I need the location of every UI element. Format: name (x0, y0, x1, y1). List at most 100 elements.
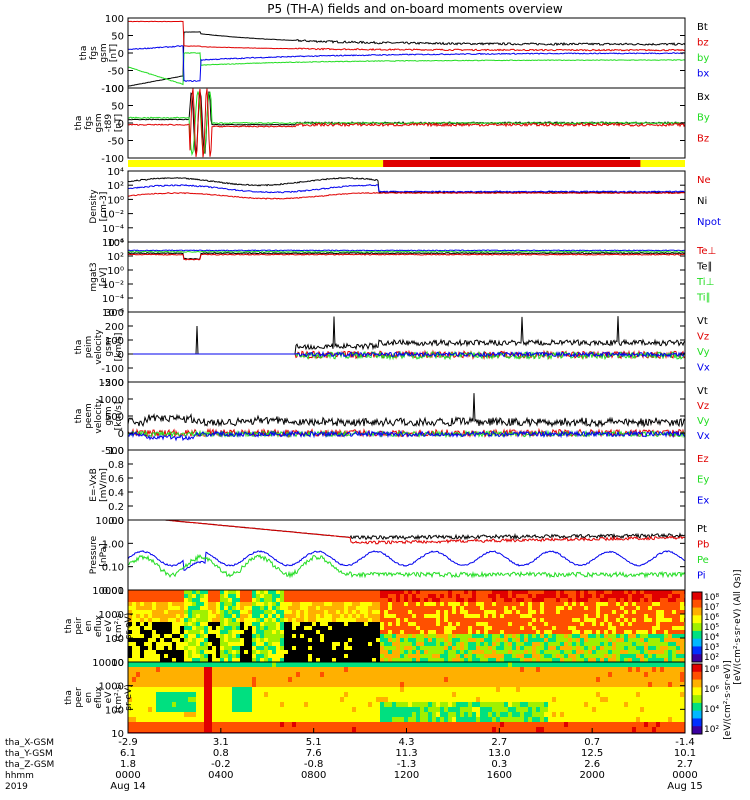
panel-5-ylabel-line: gsm (104, 337, 114, 356)
x-tick-label: 10.1 (674, 748, 696, 759)
x-tick-label: -2.9 (118, 737, 138, 748)
x-tick-label: 0000 (672, 770, 697, 781)
legend-pt-label: Pt (697, 524, 707, 535)
panel-6-ytick-label: 1000 (99, 395, 124, 406)
ti-par-line (128, 250, 685, 253)
panel-8-ylabel: Pressure [nPa] (89, 535, 109, 574)
panel-1-ylabel-line: [nT] (109, 44, 119, 62)
panel-1-ylabel-line: fgs (89, 46, 99, 60)
ion-colorbar-tick-label: 10⁵ (704, 623, 719, 633)
vx-i-line (128, 350, 685, 359)
panel-9-plot-area (128, 590, 685, 662)
legend-npot-label: Npot (697, 217, 721, 228)
panel-10-ylabel-line: sr·eV) (124, 684, 134, 710)
vx-e-line (128, 429, 685, 442)
panel-1-ylabel-line: gsm (99, 43, 109, 62)
ion-colorbar-color-step (692, 607, 702, 616)
panel-5-frame (127, 311, 686, 383)
legend-by-label: By (697, 113, 710, 124)
ion-colorbar-tick-label: 10⁷ (704, 603, 719, 613)
electron-colorbar-color-step (692, 710, 702, 719)
panel-2-ytick-label: 0 (118, 119, 124, 130)
legend-pb-label: Pb (697, 540, 709, 551)
legend-bz-label: Bz (697, 133, 709, 144)
panel-10-ylabel-line: (cm²·s· (114, 682, 124, 713)
legend-ni-label: Ni (697, 196, 707, 207)
electron-colorbar-frame (691, 663, 703, 735)
vt-e-line (128, 393, 685, 428)
panel-7-ytick-label: 1.0 (108, 446, 124, 457)
panel-5-ytick-label: 300 (105, 308, 124, 319)
panel-6-ytick-label: -500 (101, 446, 124, 457)
panel-5-ytick-label: 100 (105, 336, 124, 347)
ion-colorbar-color-step (692, 615, 702, 624)
legend-by-label: by (697, 53, 709, 64)
panel-3-ytick-label: 10⁰ (107, 195, 124, 206)
ion-colorbar-tick-label: 10³ (704, 643, 719, 653)
panel-1-ytick-label: -100 (101, 84, 124, 95)
panel-7-ytick-label: 0.8 (108, 460, 124, 471)
ion-colorbar-frame (691, 591, 703, 663)
panel-9-ylabel-line: (cm²·s· (114, 610, 124, 641)
x-tick-label: 0400 (208, 770, 233, 781)
panel-2-ytick-label: 100 (105, 84, 124, 95)
panel-3-ytick-label: 10⁻⁴ (102, 224, 124, 235)
panel-2-ylabel-line: [nT] (114, 114, 124, 132)
panel-1-ylabel-line: tha (79, 46, 89, 61)
panel-10-ylabel-line: tha (64, 690, 74, 705)
panel-7-ytick-label: 0.6 (108, 474, 124, 485)
x-tick-label: -0.8 (304, 759, 324, 770)
legend-bz-label: bz (697, 38, 709, 49)
panel-8-ytick-label: 10.00 (95, 516, 124, 527)
panel-6-ylabel-line: velocity (94, 398, 104, 434)
bt-line (128, 31, 685, 87)
legend-bx-label: bx (697, 69, 709, 80)
x-row-label: tha_Y-GSM (5, 749, 53, 759)
panel-2-ytick-label: -100 (101, 154, 124, 165)
x-tick-label: 1200 (394, 770, 419, 781)
legend-pi-label: Pi (697, 571, 706, 582)
pe-line (128, 553, 685, 579)
electron-colorbar-tick-label: 10⁶ (704, 685, 719, 695)
x-tick-label: 12.5 (581, 748, 603, 759)
legend-vt-label: Vt (697, 316, 708, 327)
ion-colorbar-color-step (692, 599, 702, 609)
panel-1-ytick-label: 100 (105, 14, 124, 25)
panel-6-ylabel: tha peem velocity gsm [km/s] (74, 398, 124, 434)
panel-10-ylabel-line: eflux (94, 686, 104, 709)
panel-9-ylabel-line: eV (104, 619, 114, 632)
ion-colorbar-color-step (692, 646, 702, 655)
panel-8-ytick-label: 0.01 (102, 586, 124, 597)
x-row-label: hhmm (5, 771, 34, 781)
x-tick-label: 3.1 (213, 737, 229, 748)
panel-9-ylabel-line: tha (64, 619, 74, 634)
svg-text:[eV/(cm²·s·sr·eV) (All Qs)]: [eV/(cm²·s·sr·eV) (All Qs)] (733, 569, 743, 684)
panel-5-ytick-label: -200 (101, 378, 124, 389)
panel-6-ylabel-line: [km/s] (114, 402, 124, 431)
x-row-label: tha_X-GSM (5, 738, 54, 748)
ion-colorbar-color-step (692, 638, 702, 647)
panel-4-ytick-label: 10⁰ (107, 266, 124, 277)
ion-colorbar-color-step (692, 630, 702, 640)
legend-ex-label: Ex (697, 495, 709, 506)
panel-9-ytick-label: 1000 (99, 610, 124, 621)
panel-5-ylabel-line: [km/s] (114, 333, 124, 362)
panel-9-ytick-label: 10 (111, 658, 124, 669)
panel-8-ytick-label: 0.10 (102, 563, 124, 574)
panel-9-ylabel: tha peir en eflux eV (cm²·s· sr·eV) (64, 610, 134, 641)
ion-colorbar-color-step (692, 654, 702, 663)
panel-7-frame (127, 449, 686, 521)
x-tick-label: Aug 14 (110, 781, 145, 792)
panel-1-ytick-label: -50 (108, 67, 124, 78)
te-perp-line (128, 253, 685, 261)
electron-colorbar-color-step (692, 679, 702, 688)
panel-10-ylabel-line: peer (74, 687, 84, 708)
status-bar-segment (128, 160, 384, 167)
x-tick-label: 0800 (301, 770, 326, 781)
x-tick-label: 2.7 (491, 737, 507, 748)
panel-3-ylabel: Density [cm-3] (89, 189, 109, 224)
panel-9-ylabel-line: sr·eV) (124, 613, 134, 639)
panel-4-ytick-label: 10⁻² (102, 280, 124, 291)
by-line (128, 52, 685, 86)
ni-line (128, 177, 685, 194)
